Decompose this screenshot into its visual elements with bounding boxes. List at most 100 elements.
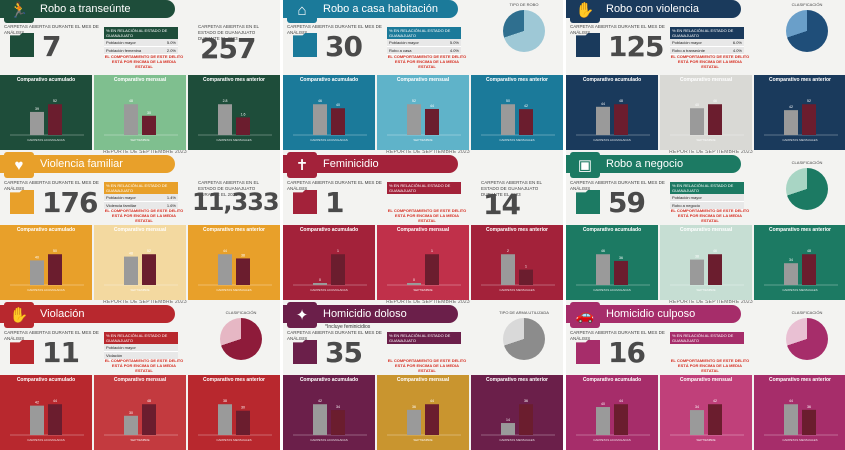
crime-panel: REPORTE DE SEPTIEMBRE 2023 Homicidio culp… [566, 300, 845, 450]
chart-title: Comparativo acumulado [299, 77, 359, 83]
chart-bar [596, 407, 610, 435]
chart-box: Comparativo mes anterior 42 52 CARPETAS MEN… [754, 75, 845, 150]
bar-value-label: 48 [129, 252, 133, 256]
relation-row: Población mayor [104, 344, 178, 352]
chart-box: Comparativo mensual 48 30 SEPTIEMBRE [94, 75, 186, 150]
case-count: 125 [608, 30, 664, 63]
cases-label: CARPETAS ABIERTAS DURANTE EL MES DE ANÁL… [4, 24, 99, 35]
classification-pie: CLASIFICACIÓN [772, 160, 842, 226]
bar-value-label: 52 [53, 99, 57, 103]
bar-value-label: 44 [223, 249, 227, 253]
bar-value-label: 30 [241, 406, 245, 410]
cases-label: CARPETAS ABIERTAS DURANTE EL MES DE ANÁL… [287, 330, 382, 341]
row-value: 2.0% [166, 48, 176, 53]
bar-value-label: 30 [147, 111, 151, 115]
thief-icon: ✋ [570, 0, 600, 23]
pie-title: CLASIFICACIÓN [791, 160, 823, 165]
chart-title: Comparativo mensual [679, 227, 733, 233]
chart-box: Comparativo mensual 36 44 SEPTIEMBRE [377, 375, 469, 450]
chart-caption: CARPETAS MENSUALES [782, 138, 817, 142]
chart-caption: SEPTIEMBRE [696, 288, 715, 292]
chart-caption: CARPETAS ACUMULADAS [593, 288, 630, 292]
bar-value-label: 38 [241, 253, 245, 257]
chart-bar [519, 404, 533, 435]
chart-title: Comparativo mensual [396, 77, 450, 83]
bar-value-label: 34 [789, 258, 793, 262]
case-count: 7 [42, 30, 62, 63]
relation-row: Población mayor [670, 194, 744, 202]
bar-value-label: 40 [35, 255, 39, 259]
comparison-chart: 48 52 SEPTIEMBRE [104, 249, 178, 292]
chart-box: Comparativo mensual 52 44 SEPTIEMBRE [377, 75, 469, 150]
runner-icon: 🏃 [4, 0, 34, 23]
cross-icon: ✝ [287, 152, 317, 178]
chart-title: Comparativo mensual [113, 227, 167, 233]
pie-disc [220, 318, 262, 360]
bar-value-label: 36 [524, 399, 528, 403]
chart-box: Comparativo acumulado 40 44 CARPETAS ACUMUL… [566, 375, 658, 450]
panel-title: Homicidio doloso [283, 305, 458, 323]
pie-disc [503, 10, 545, 52]
pie-title: CLASIFICACIÓN [791, 2, 823, 7]
chart-box: Comparativo mensual 0 1 SEPTIEMBRE [377, 225, 469, 300]
row-label: Violencia familiar [106, 203, 137, 208]
chart-bar [124, 415, 138, 435]
comparison-chart: 44 48 CARPETAS ACUMULADAS [576, 99, 650, 142]
chart-caption: CARPETAS MENSUALES [782, 288, 817, 292]
chart-title: Comparativo mes anterior [486, 377, 548, 383]
chart-caption: SEPTIEMBRE [130, 138, 149, 142]
relation-row: Población mayor 6.0% [670, 39, 744, 47]
chart-bar [407, 409, 421, 435]
chart-title: Comparativo mensual [396, 377, 450, 383]
relation-table: % EN RELACIÓN AL ESTADO DE GUANAJUATO Pob… [104, 27, 178, 55]
row-label: Población mayor [106, 345, 136, 350]
folder-icon [10, 340, 34, 364]
chart-bar [690, 259, 704, 285]
charts-row: Comparativo acumulado 42 44 CARPETAS ACUMUL… [0, 375, 280, 450]
report-period: REPORTE DE SEPTIEMBRE 2023 [669, 150, 753, 155]
relation-table: % EN RELACIÓN AL ESTADO DE GUANAJUATO [387, 332, 461, 344]
chart-title: Comparativo acumulado [16, 77, 76, 83]
chart-bar [218, 104, 232, 135]
chart-bar [30, 405, 44, 435]
bar-value-label: 50 [506, 99, 510, 103]
relation-table-head: % EN RELACIÓN AL ESTADO DE GUANAJUATO [387, 182, 461, 194]
chart-bar [142, 115, 156, 135]
chart-caption: CARPETAS ACUMULADAS [27, 288, 64, 292]
bar-value-label: 40 [695, 103, 699, 107]
row-value: 5.0% [166, 40, 176, 45]
case-count: 59 [608, 186, 646, 219]
pie-title: CLASIFICACIÓN [791, 310, 823, 315]
bar-value-label: 39 [35, 107, 39, 111]
report-period: REPORTE DE SEPTIEMBRE 2023 [103, 150, 187, 155]
comparison-chart: 48 30 SEPTIEMBRE [104, 99, 178, 142]
chart-bar [407, 283, 421, 285]
chart-bar [784, 110, 798, 135]
relation-table: % EN RELACIÓN AL ESTADO DE GUANAJUATO [387, 182, 461, 194]
comparison-chart: 34 48 CARPETAS MENSUALES [764, 249, 838, 292]
chart-caption: CARPETAS ACUMULADAS [593, 438, 630, 442]
chart-bar [142, 254, 156, 285]
chart-bar [802, 409, 816, 435]
chart-box: Comparativo mes anterior 34 48 CARPETAS MEN… [754, 225, 845, 300]
chart-box: Comparativo acumulado 0 1 CARPETAS ACUMULAD… [283, 225, 375, 300]
chart-caption: CARPETAS MENSUALES [499, 138, 534, 142]
warning-text: EL COMPORTAMIENTO DE ESTE DELITO ESTÁ PO… [104, 358, 184, 373]
comparison-chart: 46 36 CARPETAS ACUMULADAS [576, 249, 650, 292]
comparison-chart: 0 1 SEPTIEMBRE [387, 249, 461, 292]
bar-value-label: 40 [336, 103, 340, 107]
chart-bar [501, 104, 515, 135]
comparison-chart: 36 44 SEPTIEMBRE [387, 399, 461, 442]
subtitle-note: *Incluye feminicidios [325, 324, 371, 330]
charts-row: Comparativo acumulado 46 36 CARPETAS ACUMUL… [566, 225, 845, 300]
panel-title: Homicidio culposo [566, 305, 741, 323]
folder-icon [10, 33, 34, 57]
bar-value-label: 38 [223, 399, 227, 403]
comparison-chart: 0 1 CARPETAS ACUMULADAS [293, 249, 367, 292]
bar-value-label: 42 [318, 399, 322, 403]
cases-label: CARPETAS ABIERTAS DURANTE EL MES DE ANÁL… [570, 180, 665, 191]
chart-caption: CARPETAS MENSUALES [499, 288, 534, 292]
bar-value-label: 44 [53, 399, 57, 403]
bar-value-label: 2.8 [223, 99, 228, 103]
chart-caption: SEPTIEMBRE [130, 438, 149, 442]
